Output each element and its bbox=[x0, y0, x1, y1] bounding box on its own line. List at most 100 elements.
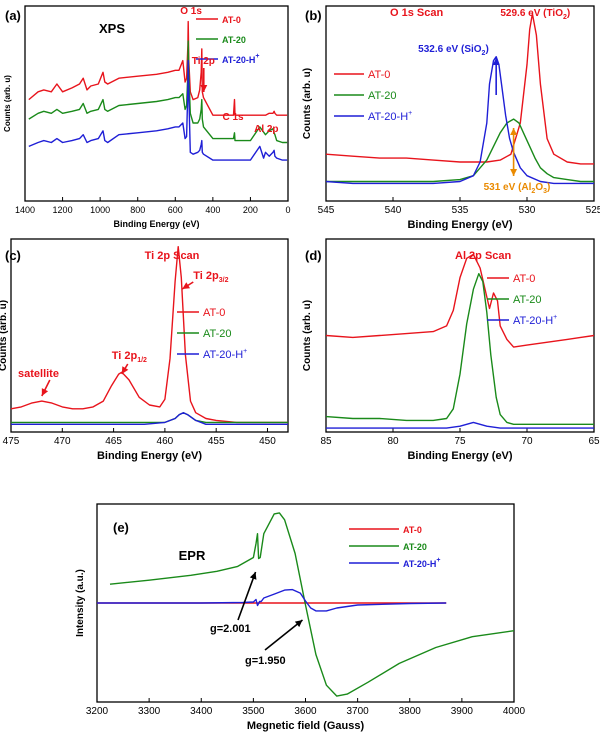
panel-d-y-axis-label: Counts (arb. u) bbox=[302, 300, 313, 371]
panel-c-ti2p32-arrow-head bbox=[182, 282, 191, 289]
panel-d-x-tick-label: 75 bbox=[454, 436, 466, 447]
panel-e-series-at-20 bbox=[109, 512, 515, 697]
panel-c-title: Ti 2p Scan bbox=[145, 250, 200, 262]
panel-c-series-at-20-h bbox=[11, 412, 288, 425]
panel-d-x-tick-label: 70 bbox=[521, 436, 533, 447]
panel-b-letter: (b) bbox=[305, 8, 322, 23]
panel-a-x-tick-label: 800 bbox=[130, 205, 145, 215]
panel-d-series-at-0 bbox=[325, 253, 595, 348]
panel-c-y-axis-label: Counts (arb. u) bbox=[0, 300, 9, 371]
panel-b-x-tick-label: 545 bbox=[318, 205, 335, 216]
panel-a-series-at-20 bbox=[28, 40, 288, 144]
panel-b-series-at-0 bbox=[325, 13, 594, 165]
panel-b-al2o3-arrow-down bbox=[510, 169, 518, 176]
panel-e-g1950-arrow-shaft bbox=[264, 619, 303, 651]
panel-d-x-tick-label: 85 bbox=[320, 436, 332, 447]
panel-a-x-tick-label: 600 bbox=[168, 205, 183, 215]
panel-e-y-axis-label: Intensity (a.u.) bbox=[75, 569, 86, 637]
panel-e-x-axis-label: Megnetic field (Gauss) bbox=[247, 720, 365, 732]
panel-d-series-at-20 bbox=[325, 273, 594, 425]
panel-e-series-at-20-h bbox=[97, 588, 447, 612]
panel-b-series-at-20 bbox=[326, 118, 594, 183]
panel-e-g1950-arrow-head bbox=[294, 620, 303, 628]
panel-a-title: XPS bbox=[99, 21, 125, 36]
panel-d-series-at-20-h bbox=[326, 421, 594, 429]
panel-e-title: EPR bbox=[179, 548, 206, 563]
panel-c-x-tick-label: 475 bbox=[3, 436, 20, 447]
panel-c-legend-label-at-0: AT-0 bbox=[203, 307, 225, 319]
panel-e-legend-label-at-20-h: AT-20-H+ bbox=[403, 557, 440, 569]
panel-e-x-tick-label: 3700 bbox=[347, 706, 370, 717]
panel-c-annotation-ti2p32: Ti 2p3/2 bbox=[193, 270, 228, 284]
panel-b-x-tick-label: 540 bbox=[385, 205, 402, 216]
panel-c-annotation-ti2p12: Ti 2p1/2 bbox=[112, 350, 147, 364]
panel-b-annotation-tio2: 529.6 eV (TiO2) bbox=[500, 8, 570, 21]
panel-e-x-tick-label: 3600 bbox=[294, 706, 317, 717]
panel-a-legend-label-at-20-h: AT-20-H+ bbox=[222, 53, 259, 65]
panel-a-x-axis-label: Binding Energy (eV) bbox=[113, 219, 199, 229]
panel-d-legend-label-at-0: AT-0 bbox=[513, 273, 535, 285]
panel-b-series-at-20-h bbox=[325, 56, 594, 185]
panel-c-plot-frame bbox=[10, 238, 289, 433]
panel-c-legend-label-at-20-h: AT-20-H+ bbox=[203, 348, 247, 361]
panel-b-x-tick-label: 535 bbox=[452, 205, 469, 216]
panel-a-legend-label-at-0: AT-0 bbox=[222, 15, 241, 25]
panel-b-title: O 1s Scan bbox=[390, 7, 443, 19]
panel-a-letter: (a) bbox=[5, 8, 21, 23]
panel-a-x-tick-label: 0 bbox=[285, 205, 290, 215]
panel-b-sio2-arrow-head bbox=[492, 58, 500, 65]
panel-c-x-axis-label: Binding Energy (eV) bbox=[97, 450, 202, 462]
panel-d-x-axis-label: Binding Energy (eV) bbox=[407, 450, 512, 462]
panel-a-x-tick-label: 400 bbox=[205, 205, 220, 215]
panel-c-ti2p12-arrow-head bbox=[121, 366, 129, 374]
panel-a-x-tick-label: 1400 bbox=[15, 205, 35, 215]
panel-a-x-tick-label: 200 bbox=[243, 205, 258, 215]
panel-d-letter: (d) bbox=[305, 248, 322, 263]
panel-b-legend-label-at-20: AT-20 bbox=[368, 90, 397, 102]
panel-e-annotation-g2001: g=2.001 bbox=[210, 623, 251, 635]
panel-c-x-tick-label: 460 bbox=[157, 436, 174, 447]
panel-b-x-tick-label: 530 bbox=[519, 205, 536, 216]
panel-c-x-tick-label: 450 bbox=[259, 436, 276, 447]
panel-e-letter: (e) bbox=[113, 520, 129, 535]
panel-a-x-tick-label: 1000 bbox=[90, 205, 110, 215]
panel-a-series-at-20-h bbox=[28, 59, 288, 161]
panel-d-x-tick-label: 80 bbox=[387, 436, 399, 447]
panel-b-annotation-al2o3: 531 eV (Al2O3) bbox=[484, 182, 551, 195]
panel-a-annotation-o1s: O 1s bbox=[180, 6, 202, 17]
panel-b-annotation-sio2: 532.6 eV (SiO2) bbox=[418, 44, 489, 57]
panel-d-x-tick-label: 65 bbox=[588, 436, 600, 447]
panel-a-plot-frame bbox=[24, 5, 289, 202]
panel-d-legend-label-at-20: AT-20 bbox=[513, 294, 542, 306]
panel-e-g2001-arrow-head bbox=[249, 572, 257, 580]
panel-b-x-axis-label: Binding Energy (eV) bbox=[407, 219, 512, 231]
panel-e-x-tick-label: 3900 bbox=[451, 706, 474, 717]
panel-e-legend-label-at-20: AT-20 bbox=[403, 542, 427, 552]
panel-e-x-tick-label: 3200 bbox=[86, 706, 109, 717]
panel-e-x-tick-label: 4000 bbox=[503, 706, 526, 717]
panel-d-plot-frame bbox=[325, 238, 595, 433]
panel-c-letter: (c) bbox=[5, 248, 21, 263]
panel-e-x-tick-label: 3800 bbox=[399, 706, 422, 717]
panel-d-legend-label-at-20-h: AT-20-H+ bbox=[513, 314, 557, 327]
panel-e-legend-label-at-0: AT-0 bbox=[403, 525, 422, 535]
panel-a-ti2p-arrow-head bbox=[200, 85, 208, 92]
panel-c-x-tick-label: 455 bbox=[208, 436, 225, 447]
panel-b-legend-label-at-0: AT-0 bbox=[368, 69, 390, 81]
panel-b-plot-frame bbox=[325, 5, 595, 202]
panel-d-title: Al 2p Scan bbox=[455, 250, 512, 262]
panel-e-x-tick-label: 3300 bbox=[138, 706, 161, 717]
panel-c-x-tick-label: 465 bbox=[105, 436, 122, 447]
panel-c-satellite-arrow-head bbox=[41, 388, 49, 396]
panel-a-annotation-c1s: C 1s bbox=[222, 112, 244, 123]
panel-e-x-tick-label: 3500 bbox=[242, 706, 265, 717]
panel-b-y-axis-label: Counts (arb. u) bbox=[302, 68, 313, 139]
panel-b-x-tick-label: 525 bbox=[586, 205, 600, 216]
panel-e-x-tick-label: 3400 bbox=[190, 706, 213, 717]
panel-a-annotation-al2p: Al 2p bbox=[254, 124, 278, 135]
panel-e-annotation-g1950: g=1.950 bbox=[245, 655, 286, 667]
panel-c-series-at-0 bbox=[10, 245, 288, 424]
panel-a-x-tick-label: 1200 bbox=[53, 205, 73, 215]
panel-c-series-at-20 bbox=[11, 412, 288, 424]
